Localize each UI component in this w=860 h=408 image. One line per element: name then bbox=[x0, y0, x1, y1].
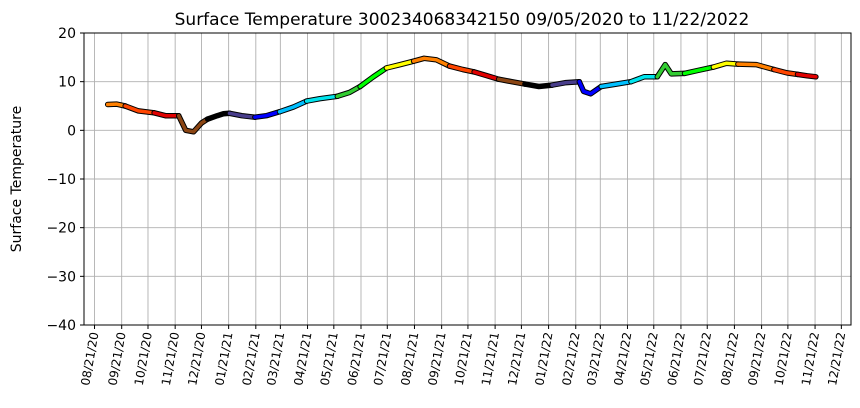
y-tick-label: −40 bbox=[46, 318, 76, 334]
y-tick-label: −20 bbox=[46, 221, 76, 237]
x-tick-label: 09/21/22 bbox=[745, 331, 768, 387]
chart-title: Surface Temperature 300234068342150 09/0… bbox=[175, 10, 750, 30]
x-tick-label: 10/21/21 bbox=[452, 331, 475, 387]
series-line bbox=[176, 113, 210, 134]
series-line bbox=[253, 110, 282, 119]
series-line bbox=[736, 62, 776, 72]
series-line bbox=[358, 66, 389, 89]
series-line bbox=[384, 59, 416, 70]
series-line bbox=[123, 104, 156, 115]
series-line bbox=[205, 111, 232, 121]
x-tick-label: 03/21/22 bbox=[584, 331, 607, 387]
x-tick-label: 04/21/21 bbox=[291, 331, 314, 387]
series-line bbox=[772, 67, 800, 77]
x-tick-label: 08/21/22 bbox=[718, 331, 741, 387]
series-line bbox=[227, 111, 257, 119]
x-tick-label: 06/21/22 bbox=[665, 331, 688, 387]
series-line bbox=[447, 64, 476, 74]
plot-frame bbox=[83, 32, 852, 326]
series-line bbox=[411, 56, 452, 68]
x-tick-label: 11/21/20 bbox=[159, 331, 182, 387]
x-tick-label: 02/21/21 bbox=[240, 331, 263, 387]
x-tick-label: 11/21/21 bbox=[479, 331, 502, 387]
x-tick-label: 01/21/22 bbox=[532, 331, 555, 387]
x-tick-label: 12/21/22 bbox=[825, 331, 848, 387]
x-tick-label: 12/21/20 bbox=[185, 331, 208, 387]
series-line bbox=[277, 99, 309, 114]
x-tick-label: 01/21/21 bbox=[212, 331, 235, 387]
x-tick-label: 10/21/22 bbox=[772, 331, 795, 387]
x-tick-label: 08/21/20 bbox=[78, 331, 101, 387]
series-line bbox=[304, 94, 340, 103]
series-line bbox=[523, 82, 554, 89]
y-tick-label: 20 bbox=[58, 26, 76, 42]
series-line bbox=[152, 111, 181, 118]
series-line bbox=[577, 79, 603, 96]
x-tick-label: 05/21/22 bbox=[638, 331, 661, 387]
series-line bbox=[550, 79, 582, 87]
x-tick-label: 10/21/20 bbox=[132, 331, 155, 387]
x-tick-label: 04/21/22 bbox=[611, 331, 634, 387]
x-tick-label: 06/21/21 bbox=[345, 331, 368, 387]
series-line bbox=[599, 79, 633, 89]
series-line bbox=[472, 70, 501, 81]
y-tick-label: −30 bbox=[46, 269, 76, 285]
series-line bbox=[105, 102, 127, 108]
x-tick-label: 02/21/22 bbox=[560, 331, 583, 387]
x-tick-label: 09/21/20 bbox=[105, 331, 128, 387]
series-line bbox=[496, 77, 527, 86]
x-tick-label: 07/21/21 bbox=[371, 331, 394, 387]
x-tick-label: 11/21/22 bbox=[799, 331, 822, 387]
series-line bbox=[682, 65, 716, 76]
y-tick-label: 10 bbox=[58, 75, 76, 91]
series-layer bbox=[104, 55, 819, 135]
x-tick-label: 09/21/21 bbox=[425, 331, 448, 387]
x-tick-label: 07/21/22 bbox=[691, 331, 714, 387]
series-line bbox=[795, 72, 818, 79]
y-tick-label: −10 bbox=[46, 172, 76, 188]
series-line bbox=[335, 84, 362, 99]
series-line bbox=[655, 62, 687, 79]
series-line bbox=[711, 61, 740, 69]
x-tick-label: 12/21/21 bbox=[505, 331, 528, 387]
y-axis-label: Surface Temperature bbox=[9, 106, 25, 252]
y-tick-label: 0 bbox=[67, 123, 76, 139]
x-tick-label: 03/21/21 bbox=[264, 331, 287, 387]
axis-layer: 08/21/20 09/21/20 10/21/20 11/21/20 12/21/20… bbox=[46, 26, 848, 387]
x-tick-label: 05/21/21 bbox=[318, 331, 341, 387]
grid-layer bbox=[84, 32, 851, 326]
series-line bbox=[629, 75, 660, 84]
x-tick-label: 08/21/21 bbox=[398, 331, 421, 387]
